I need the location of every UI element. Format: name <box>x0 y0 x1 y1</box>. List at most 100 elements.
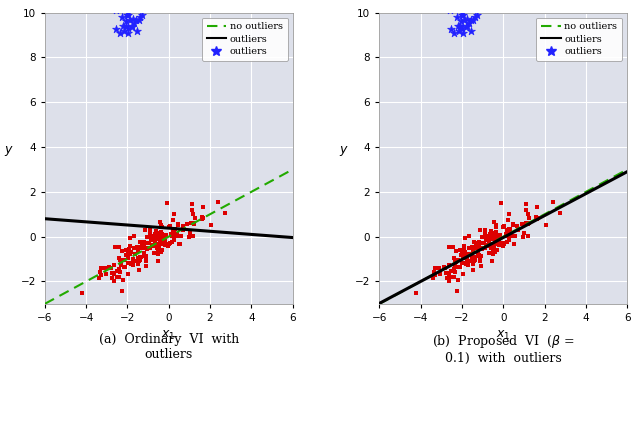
Point <box>178 226 188 233</box>
Point <box>160 241 170 248</box>
Point <box>456 252 466 259</box>
Point <box>452 287 462 294</box>
Point <box>150 240 160 247</box>
Point <box>128 258 138 265</box>
Point <box>145 229 156 235</box>
Point <box>435 264 445 271</box>
Point <box>158 235 168 242</box>
Point <box>111 7 121 14</box>
Point <box>449 265 459 272</box>
Point <box>136 253 146 260</box>
Point <box>174 241 184 247</box>
Point <box>125 250 136 257</box>
Point <box>458 30 468 37</box>
Point <box>483 235 493 242</box>
Point <box>130 250 140 257</box>
Point <box>197 214 207 220</box>
Point <box>481 242 492 249</box>
Point <box>492 224 502 231</box>
Point <box>484 240 494 247</box>
Point <box>467 247 477 254</box>
Point <box>494 238 504 245</box>
Point <box>109 244 120 251</box>
Point <box>484 239 494 246</box>
Point <box>220 210 230 216</box>
Point <box>109 270 119 277</box>
Point <box>502 227 513 233</box>
Point <box>489 235 499 242</box>
Point <box>513 223 523 230</box>
Point <box>172 233 182 240</box>
Legend: no outliers, outliers, outliers: no outliers, outliers, outliers <box>202 18 288 61</box>
Point <box>136 245 147 252</box>
Point <box>473 239 483 246</box>
Point <box>461 261 471 268</box>
Point <box>123 250 133 257</box>
Point <box>135 257 145 263</box>
Point <box>131 257 141 264</box>
Point <box>126 6 136 13</box>
Point <box>127 24 137 31</box>
Point <box>189 219 199 226</box>
Point <box>186 200 196 207</box>
Point <box>160 238 170 245</box>
Point <box>453 277 463 284</box>
Point <box>167 233 177 239</box>
Point <box>482 235 492 242</box>
Point <box>465 250 475 257</box>
Point <box>129 19 140 26</box>
Point <box>143 239 154 246</box>
Point <box>510 233 520 239</box>
Point <box>169 211 179 218</box>
Point <box>490 240 500 246</box>
Point <box>108 270 118 276</box>
Point <box>164 241 174 247</box>
Point <box>145 227 156 233</box>
Point <box>442 274 452 281</box>
Point <box>461 6 471 13</box>
Point <box>170 225 180 232</box>
Point <box>540 221 550 228</box>
Point <box>139 252 149 259</box>
Point <box>449 5 459 12</box>
Point <box>125 249 136 255</box>
Point <box>141 245 151 252</box>
Point <box>188 211 198 217</box>
Y-axis label: $y$: $y$ <box>4 144 14 158</box>
Point <box>446 274 456 281</box>
Point <box>119 28 129 35</box>
Point <box>465 16 476 23</box>
Point <box>138 241 148 247</box>
Point <box>169 233 179 239</box>
Point <box>429 269 439 276</box>
Point <box>188 233 198 239</box>
Point <box>470 253 481 260</box>
Legend: no outliers, outliers, outliers: no outliers, outliers, outliers <box>536 18 622 61</box>
Point <box>134 267 144 274</box>
Point <box>125 235 136 242</box>
Point <box>141 244 152 251</box>
Point <box>532 215 542 222</box>
Point <box>476 233 486 240</box>
Point <box>152 241 162 248</box>
Point <box>502 238 512 245</box>
Point <box>488 243 499 249</box>
Point <box>476 240 486 247</box>
Point <box>127 16 138 22</box>
Point <box>111 25 122 32</box>
Point <box>164 240 175 247</box>
Point <box>148 242 159 249</box>
Point <box>145 230 156 237</box>
Point <box>156 222 166 228</box>
Point <box>461 24 472 31</box>
Point <box>484 243 495 249</box>
Point <box>499 223 509 230</box>
Point <box>163 224 173 231</box>
Point <box>152 229 162 236</box>
Point <box>476 254 486 261</box>
Point <box>123 11 133 18</box>
Point <box>509 241 520 248</box>
Point <box>141 240 151 247</box>
Point <box>476 262 486 269</box>
Point <box>149 239 159 246</box>
